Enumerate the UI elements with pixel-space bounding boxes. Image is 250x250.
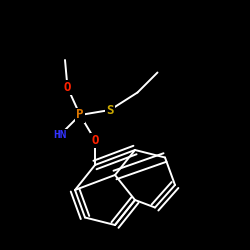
Text: O: O <box>91 134 99 146</box>
Text: O: O <box>64 81 71 94</box>
Text: S: S <box>106 104 114 117</box>
Text: HN: HN <box>53 130 67 140</box>
Text: P: P <box>76 108 84 122</box>
